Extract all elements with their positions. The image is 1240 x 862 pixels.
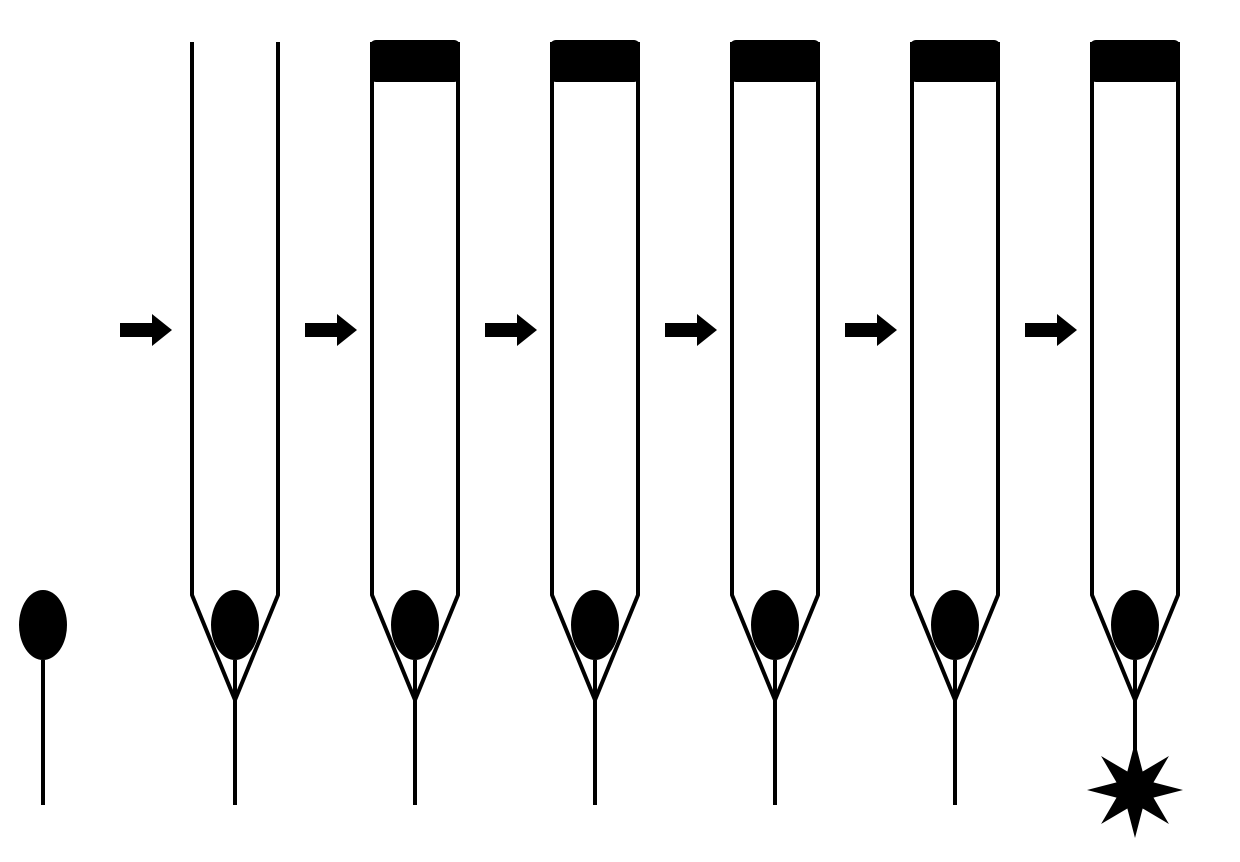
tube-cap-icon [730, 40, 820, 82]
tube-cap-icon [910, 40, 1000, 82]
seed-body-icon [931, 590, 979, 660]
tube-cap-icon [370, 40, 460, 82]
seed-body-icon [751, 590, 799, 660]
seed-body-icon [391, 590, 439, 660]
tube-cap-icon [550, 40, 640, 82]
result-star-icon [1087, 742, 1183, 838]
tube-cap-icon [1090, 40, 1180, 82]
diagram-background [0, 0, 1240, 862]
seed-body-icon [571, 590, 619, 660]
seed-body-icon [211, 590, 259, 660]
seed-body-icon [19, 590, 67, 660]
process-diagram [0, 0, 1240, 862]
seed-body-icon [1111, 590, 1159, 660]
